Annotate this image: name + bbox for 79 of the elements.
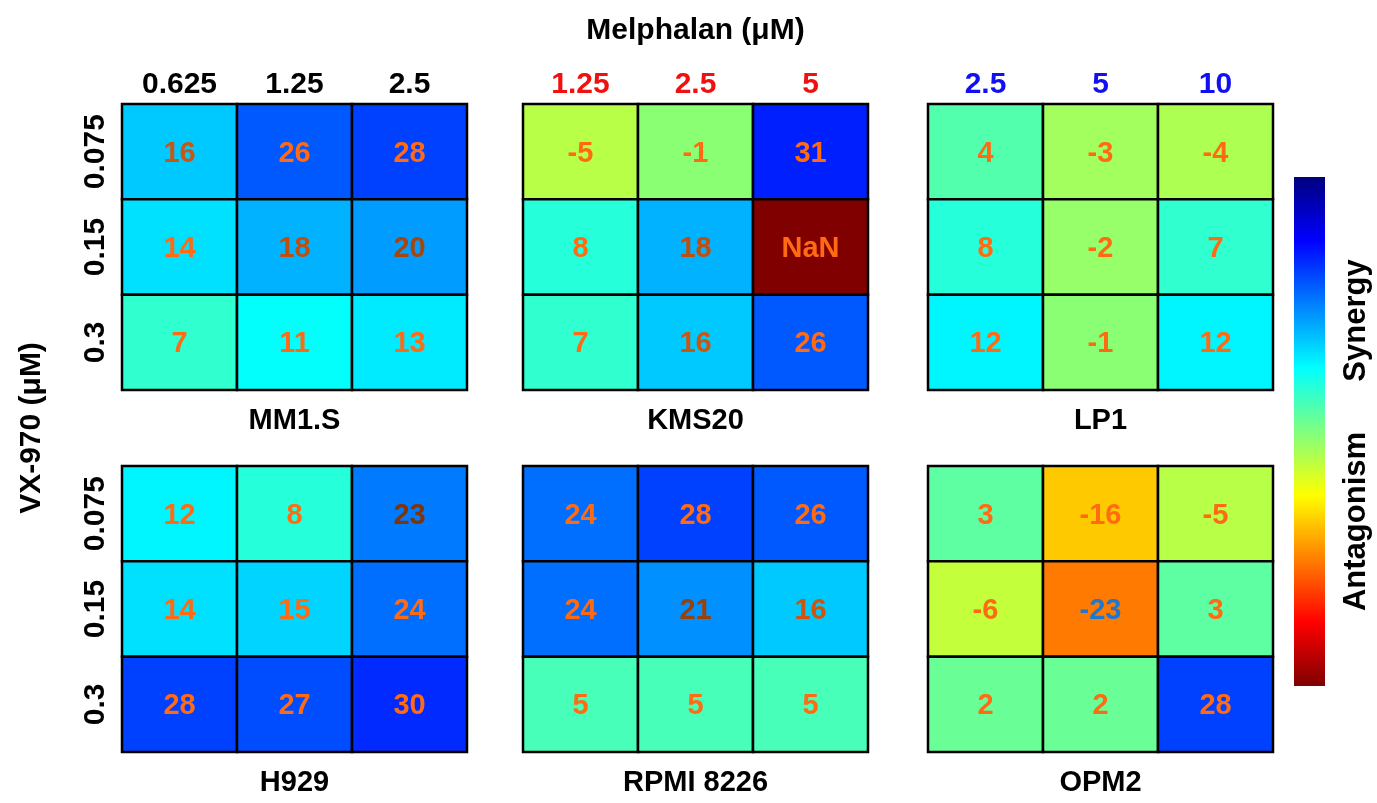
text: H929 — [259, 764, 330, 797]
data-label: 24 — [564, 593, 597, 625]
data-label: 5 — [802, 688, 819, 721]
data-label: 2 — [1092, 688, 1109, 721]
data-label: 8 — [977, 231, 994, 263]
text: NaN — [781, 231, 840, 263]
data-label: 26 — [794, 326, 827, 359]
y-tick-label: 0.3 — [76, 683, 110, 726]
x-tick-label: 1.25 — [265, 65, 324, 99]
x-tick-label: 10 — [1198, 65, 1233, 99]
x-tick-label: 1.25 — [551, 65, 610, 99]
data-label: 16 — [679, 326, 712, 359]
text: LP1 — [1073, 402, 1128, 435]
data-label: 26 — [794, 497, 827, 530]
data-label: -5 — [567, 135, 594, 168]
text: OPM2 — [1059, 764, 1142, 797]
data-label: 23 — [393, 497, 426, 530]
data-label: -4 — [1202, 135, 1229, 168]
data-label: 24 — [564, 497, 597, 530]
data-label: 14 — [163, 593, 196, 625]
data-label: 4 — [977, 135, 994, 168]
data-label: -3 — [1087, 135, 1114, 168]
y-tick-label: 0.075 — [76, 476, 110, 552]
data-label: 26 — [278, 135, 311, 168]
text: Synergy — [1336, 259, 1372, 382]
data-label: 12 — [969, 326, 1002, 359]
data-label: 5 — [572, 688, 589, 721]
data-label: 18 — [679, 231, 712, 263]
data-label: 12 — [1199, 326, 1232, 359]
y-tick-label: 0.15 — [76, 579, 110, 639]
data-label: 18 — [278, 231, 311, 263]
x-tick-label: 5 — [1092, 65, 1109, 99]
data-label: 28 — [679, 497, 712, 530]
data-label: 13 — [393, 326, 426, 359]
data-label: 7 — [171, 326, 188, 359]
data-label: 7 — [572, 326, 589, 359]
y-tick-label: 0.3 — [76, 321, 110, 364]
y-tick-label: 0.15 — [76, 217, 110, 277]
text: MM1.S — [248, 402, 341, 435]
data-label: -1 — [682, 135, 709, 168]
data-label: 27 — [278, 688, 311, 721]
data-label: 8 — [286, 497, 303, 530]
x-tick-label: 2.5 — [674, 65, 717, 99]
data-label: 28 — [393, 135, 426, 168]
text: Antagonism — [1336, 431, 1372, 611]
text: KMS20 — [647, 402, 744, 435]
data-label: 2 — [977, 688, 994, 721]
x-tick-label: 2.5 — [388, 65, 431, 99]
data-label: 21 — [679, 593, 712, 625]
data-label: -6 — [972, 593, 999, 625]
data-label: 11 — [279, 326, 310, 359]
data-label: 28 — [163, 688, 196, 721]
data-label: 7 — [1207, 231, 1224, 263]
data-label: 14 — [163, 231, 196, 263]
data-label: 5 — [687, 688, 704, 721]
data-label: 3 — [1207, 593, 1224, 625]
data-label: 28 — [1199, 688, 1232, 721]
x-tick-label: 5 — [802, 65, 819, 99]
text: RPMI 8226 — [622, 764, 769, 797]
y-tick-label: 0.075 — [76, 114, 110, 190]
data-label: 30 — [393, 688, 426, 721]
data-label: 16 — [163, 135, 196, 168]
data-label: -16 — [1079, 497, 1122, 530]
data-label: 3 — [977, 497, 994, 530]
x-tick-label: 2.5 — [964, 65, 1007, 99]
data-label: 20 — [393, 231, 426, 263]
data-label: -2 — [1087, 231, 1114, 263]
data-label: -23 — [1079, 593, 1122, 625]
data-label: 16 — [794, 593, 827, 625]
data-label: 24 — [393, 593, 426, 625]
data-label: -1 — [1087, 326, 1114, 359]
data-label: 15 — [278, 593, 311, 625]
data-label: 31 — [794, 135, 827, 168]
y-axis-title: VX-970 (μM) — [13, 342, 46, 514]
data-label: 12 — [163, 497, 196, 530]
x-axis-title: Melphalan (μM) — [586, 11, 805, 45]
data-label: -5 — [1202, 497, 1229, 530]
x-tick-label: 0.625 — [141, 65, 218, 99]
data-label: 8 — [572, 231, 589, 263]
